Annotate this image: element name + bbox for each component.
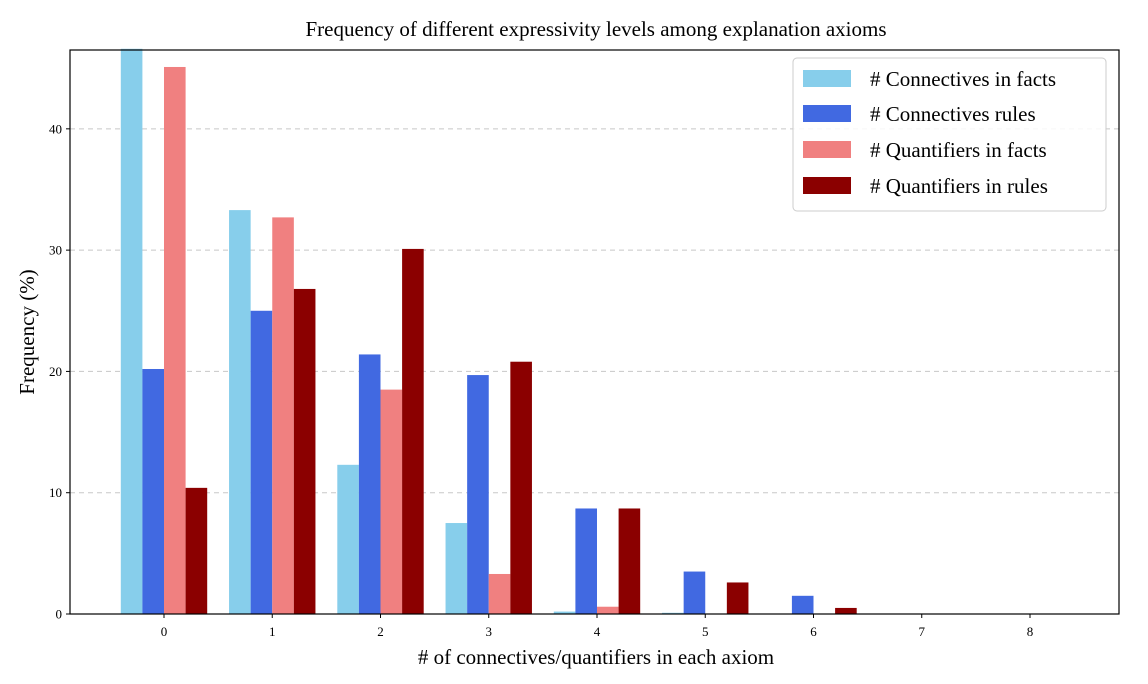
x-tick-label-8: 8 <box>1027 624 1034 639</box>
bar-series-3-cat-3 <box>510 361 532 614</box>
legend: # Connectives in facts # Connectives rul… <box>792 57 1107 212</box>
bar-series-2-cat-1 <box>272 217 294 614</box>
bar-series-0-cat-5 <box>662 612 684 614</box>
legend-label-quantifiers-facts: # Quantifiers in facts <box>870 138 1047 162</box>
y-axis-ticks: 0 10 20 30 40 <box>49 121 70 622</box>
bar-series-1-cat-4 <box>575 508 597 614</box>
legend-label-connectives-facts: # Connectives in facts <box>870 67 1056 91</box>
bar-series-1-cat-5 <box>683 571 706 614</box>
y-tick-label-40: 40 <box>49 121 62 136</box>
y-tick-label-0: 0 <box>56 607 63 622</box>
legend-swatch-quantifiers-rules <box>803 177 851 194</box>
bar-series-3-cat-2 <box>402 248 424 614</box>
legend-swatch-quantifiers-facts <box>803 141 851 158</box>
chart-title: Frequency of different expressivity leve… <box>305 17 886 41</box>
legend-swatch-connectives-facts <box>803 70 851 87</box>
x-tick-label-5: 5 <box>702 624 709 639</box>
x-axis-label: # of connectives/quantifiers in each axi… <box>418 645 774 669</box>
bar-series-3-cat-4 <box>618 508 641 614</box>
bars-group <box>120 48 857 615</box>
legend-label-connectives-rules: # Connectives rules <box>870 102 1036 126</box>
x-tick-label-3: 3 <box>486 624 493 639</box>
bar-series-0-cat-4 <box>553 611 576 614</box>
bar-series-0-cat-1 <box>229 210 251 615</box>
bar-series-2-cat-3 <box>488 573 511 614</box>
y-tick-label-30: 30 <box>49 243 62 258</box>
bar-series-2-cat-4 <box>597 606 619 614</box>
bar-series-0-cat-3 <box>445 523 468 614</box>
x-tick-label-0: 0 <box>161 624 168 639</box>
bar-series-3-cat-0 <box>185 487 208 614</box>
x-axis-ticks: 0 1 2 3 4 5 6 7 8 <box>161 614 1034 639</box>
x-tick-label-6: 6 <box>810 624 817 639</box>
bar-series-3-cat-5 <box>726 582 749 614</box>
bar-series-1-cat-3 <box>467 375 489 614</box>
legend-swatch-connectives-rules <box>803 105 851 122</box>
x-tick-label-7: 7 <box>919 624 926 639</box>
y-tick-label-20: 20 <box>49 364 62 379</box>
legend-box <box>792 57 1107 212</box>
y-axis-label: Frequency (%) <box>15 269 39 394</box>
x-tick-label-4: 4 <box>594 624 601 639</box>
x-tick-label-1: 1 <box>269 624 276 639</box>
bar-series-1-cat-6 <box>791 595 814 614</box>
bar-series-3-cat-6 <box>835 607 857 614</box>
bar-series-3-cat-1 <box>293 288 316 614</box>
bar-series-0-cat-0 <box>120 48 143 614</box>
bar-series-1-cat-1 <box>250 310 273 614</box>
bar-series-1-cat-2 <box>358 354 381 614</box>
y-tick-label-10: 10 <box>49 485 62 500</box>
plot-frame <box>69 49 1120 615</box>
bar-series-2-cat-0 <box>164 66 186 614</box>
bar-series-2-cat-2 <box>380 389 403 614</box>
x-tick-label-2: 2 <box>377 624 384 639</box>
bar-series-0-cat-2 <box>337 464 359 614</box>
bar-series-1-cat-0 <box>142 368 164 614</box>
legend-label-quantifiers-rules: # Quantifiers in rules <box>870 174 1048 198</box>
